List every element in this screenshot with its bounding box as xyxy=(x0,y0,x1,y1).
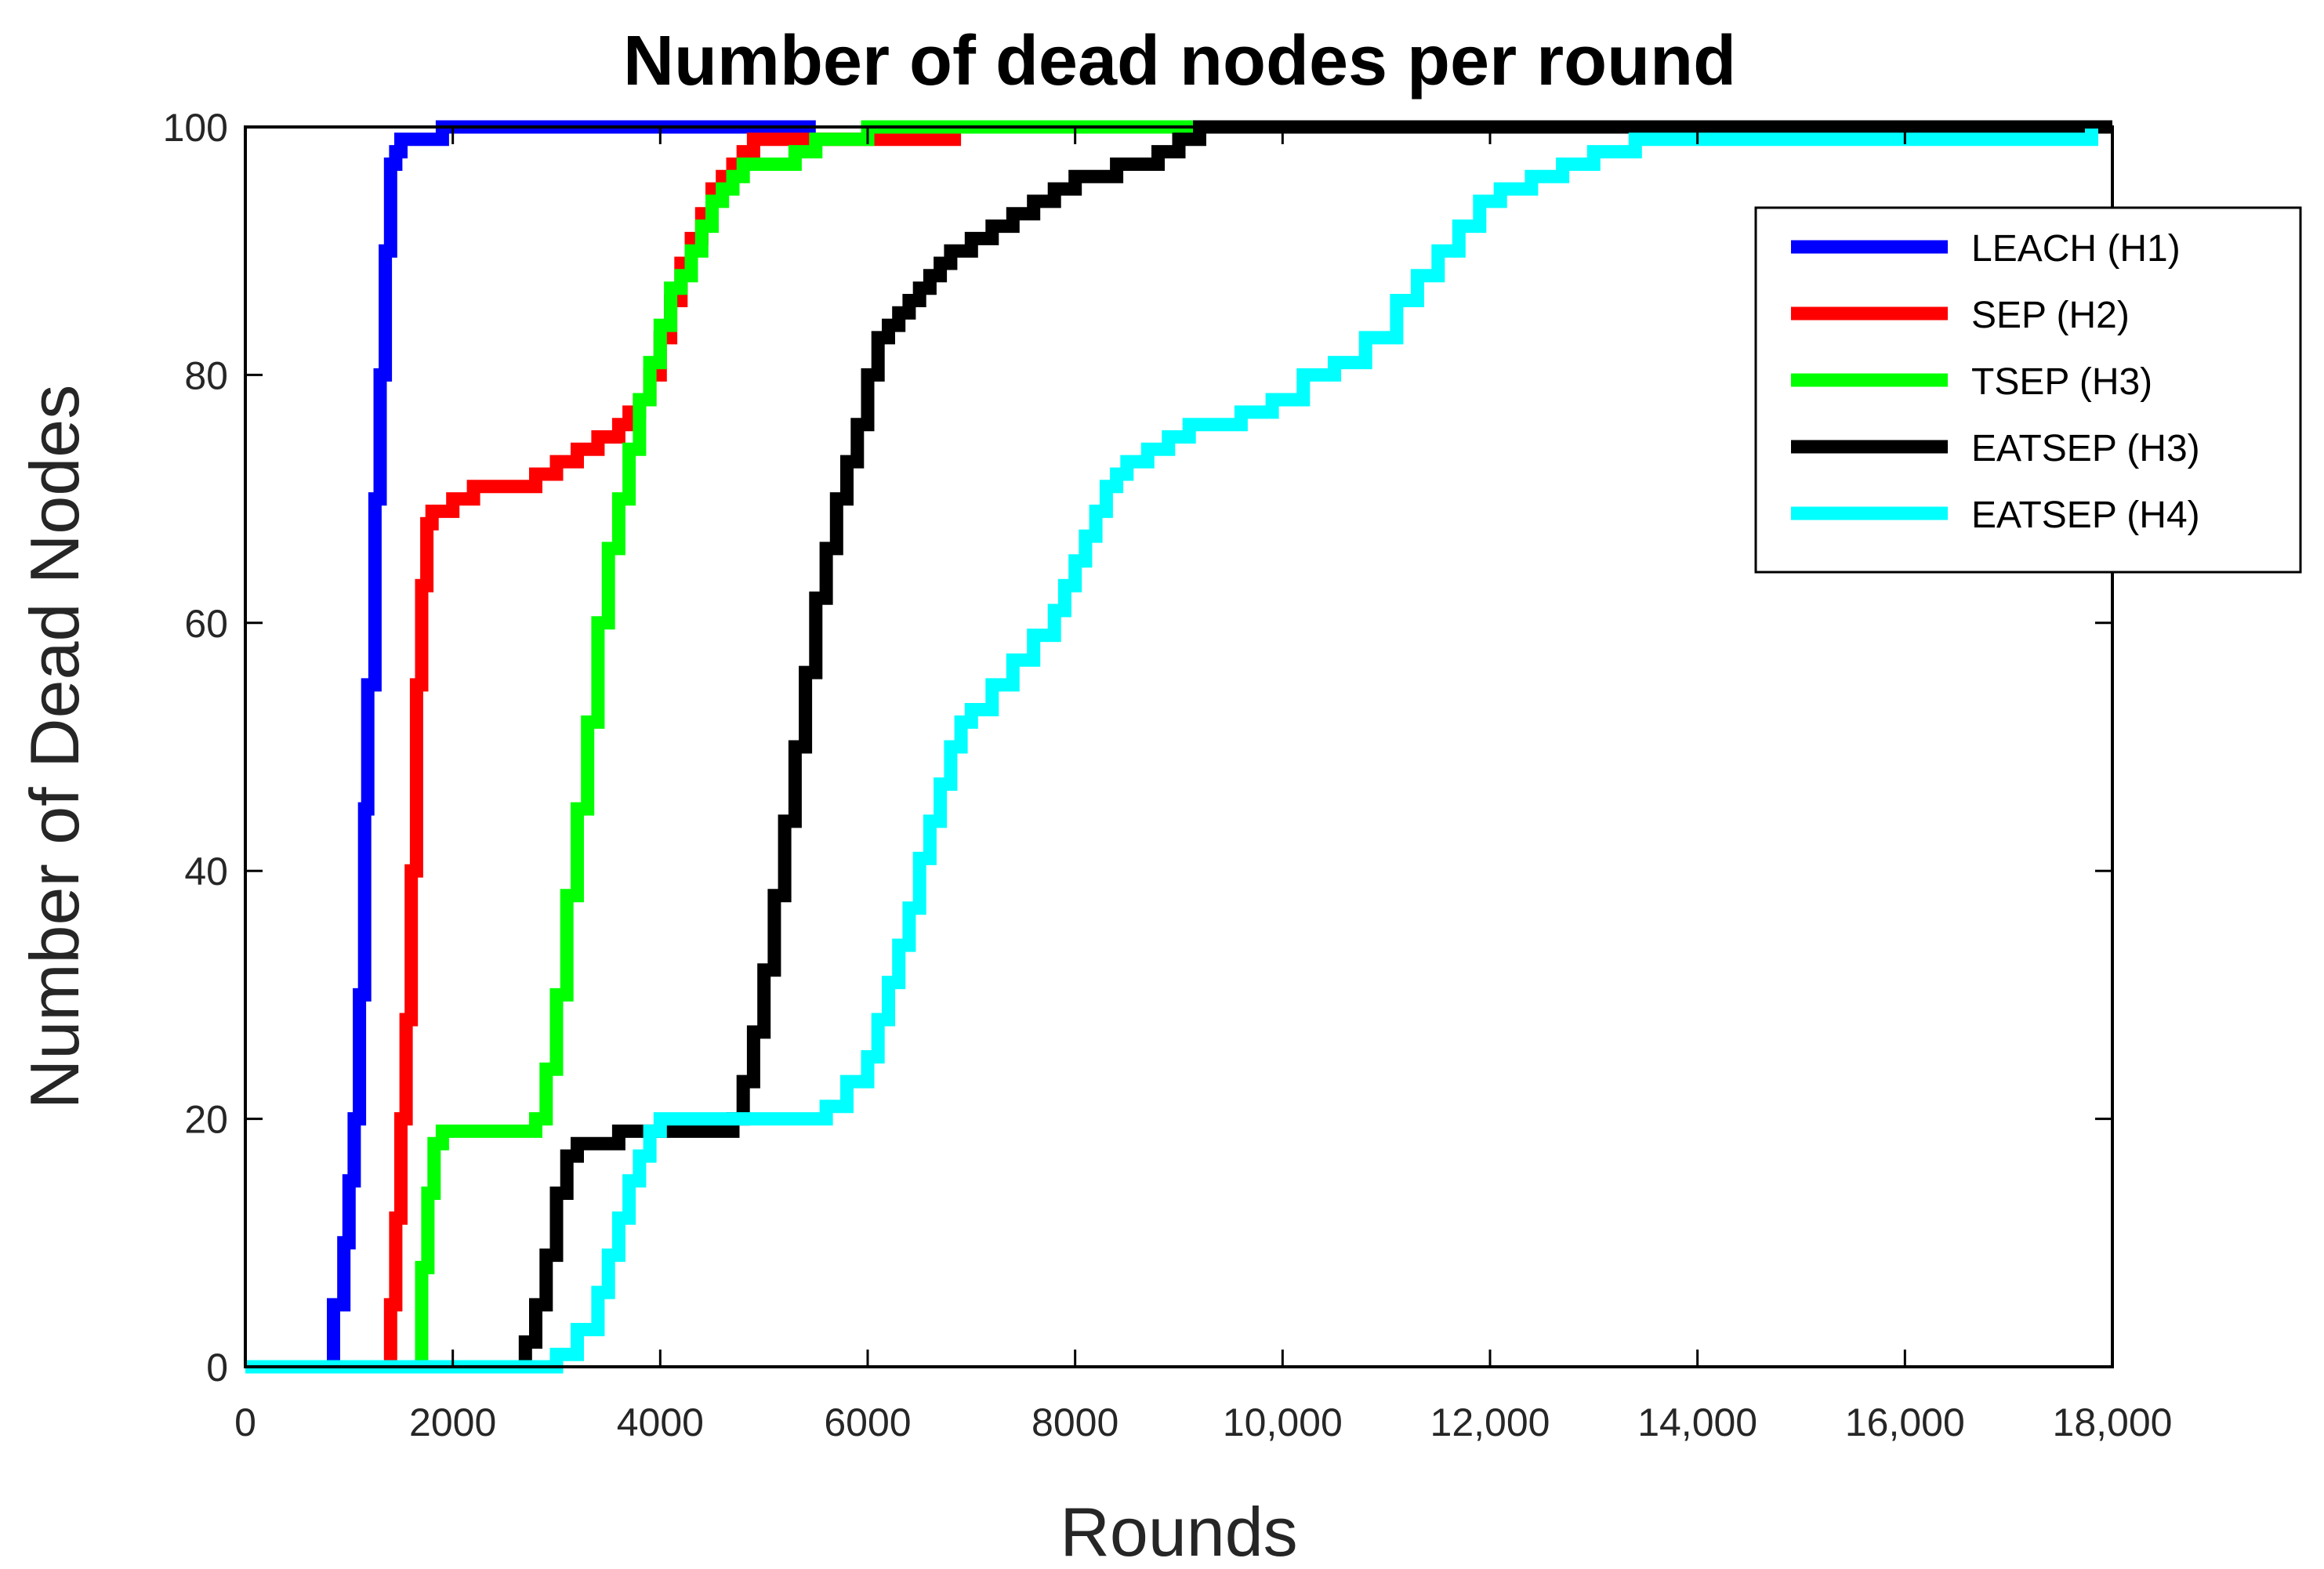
x-axis-label: Rounds xyxy=(1060,1493,1297,1569)
legend-label-4: EATSEP (H3) xyxy=(1971,428,2200,469)
x-tick-label: 18,000 xyxy=(2053,1401,2173,1444)
y-tick-label: 80 xyxy=(184,353,228,397)
x-tick-label: 8000 xyxy=(1031,1401,1118,1444)
x-tick-label: 10,000 xyxy=(1223,1401,1343,1444)
y-tick-label: 60 xyxy=(184,602,228,646)
chart-title: Number of dead nodes per round xyxy=(623,22,1736,100)
series-line-3 xyxy=(245,120,1200,1374)
tick-layer: 0 2000 4000 6000 8000 10,000 12,000 14,000 16,00… xyxy=(163,106,2173,1444)
legend-label-3: TSEP (H3) xyxy=(1971,361,2152,403)
series-line-5 xyxy=(245,127,2098,1374)
y-tick-label: 20 xyxy=(184,1098,228,1142)
legend: LEACH (H1) SEP (H2) TSEP (H3) EATSEP (H3) EA… xyxy=(1754,206,2302,574)
y-tick-label: 100 xyxy=(163,106,228,150)
legend-label-1: LEACH (H1) xyxy=(1971,228,2181,270)
y-tick-label: 40 xyxy=(184,850,228,893)
legend-label-5: EATSEP (H4) xyxy=(1971,495,2200,536)
series-line-1 xyxy=(245,120,816,1374)
y-axis-label: Number of Dead Nodes xyxy=(16,385,93,1109)
plot-frame xyxy=(244,125,2114,1368)
series-layer xyxy=(245,120,2112,1374)
x-tick-label: 14,000 xyxy=(1637,1401,1757,1444)
x-tick-label: 12,000 xyxy=(1430,1401,1550,1444)
x-tick-label: 4000 xyxy=(617,1401,704,1444)
y-tick-label: 0 xyxy=(206,1346,228,1390)
legend-label-2: SEP (H2) xyxy=(1971,295,2130,336)
series-line-4 xyxy=(245,120,2112,1374)
x-tick-label: 0 xyxy=(234,1401,256,1444)
x-tick-label: 6000 xyxy=(824,1401,911,1444)
x-tick-label: 2000 xyxy=(409,1401,496,1444)
x-tick-label: 16,000 xyxy=(1845,1401,1965,1444)
